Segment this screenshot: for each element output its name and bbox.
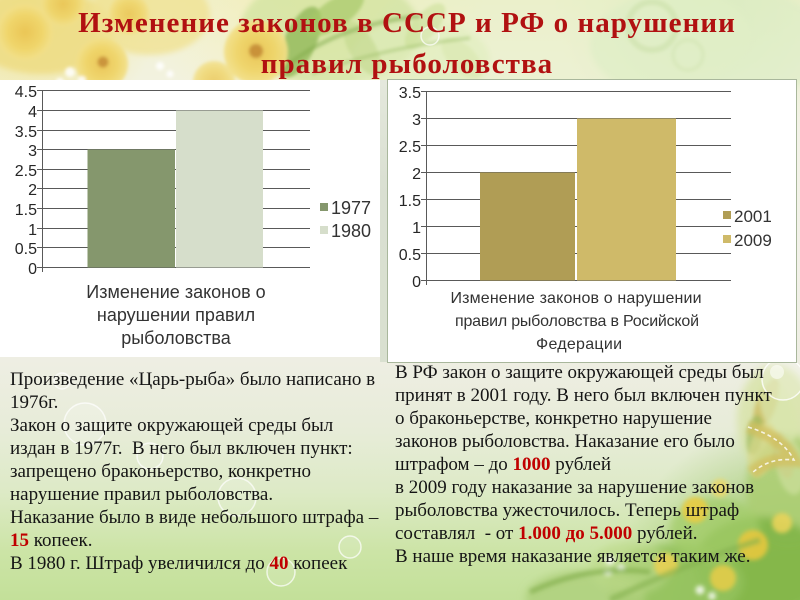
svg-text:рыболовства: рыболовства — [121, 328, 232, 348]
svg-text:3.5: 3.5 — [15, 124, 37, 141]
svg-text:0.5: 0.5 — [15, 241, 37, 258]
svg-text:Изменение законов о нарушении: Изменение законов о нарушении — [451, 290, 702, 307]
svg-text:1.5: 1.5 — [399, 193, 421, 210]
svg-text:4: 4 — [28, 104, 37, 121]
svg-text:1980: 1980 — [331, 221, 371, 241]
svg-text:2.5: 2.5 — [399, 139, 421, 156]
svg-text:0.5: 0.5 — [399, 247, 421, 264]
svg-text:3.5: 3.5 — [399, 85, 421, 102]
svg-text:3: 3 — [412, 112, 421, 129]
svg-text:1: 1 — [28, 222, 37, 239]
svg-text:2001: 2001 — [734, 207, 772, 226]
svg-text:Изменение законов о: Изменение законов о — [86, 282, 265, 302]
svg-text:нарушении правил: нарушении правил — [97, 305, 255, 325]
svg-text:Федерации: Федерации — [536, 336, 622, 353]
svg-text:4.5: 4.5 — [15, 84, 37, 101]
svg-text:1977: 1977 — [331, 198, 371, 218]
svg-text:0: 0 — [412, 274, 421, 291]
svg-text:2: 2 — [412, 166, 421, 183]
svg-text:1: 1 — [412, 220, 421, 237]
svg-text:правил рыболовства в Росийской: правил рыболовства в Росийской — [455, 313, 699, 330]
svg-text:0: 0 — [28, 261, 37, 278]
svg-text:2: 2 — [28, 182, 37, 199]
svg-text:1.5: 1.5 — [15, 202, 37, 219]
svg-text:3: 3 — [28, 143, 37, 160]
svg-text:2009: 2009 — [734, 231, 772, 250]
svg-text:2.5: 2.5 — [15, 163, 37, 180]
